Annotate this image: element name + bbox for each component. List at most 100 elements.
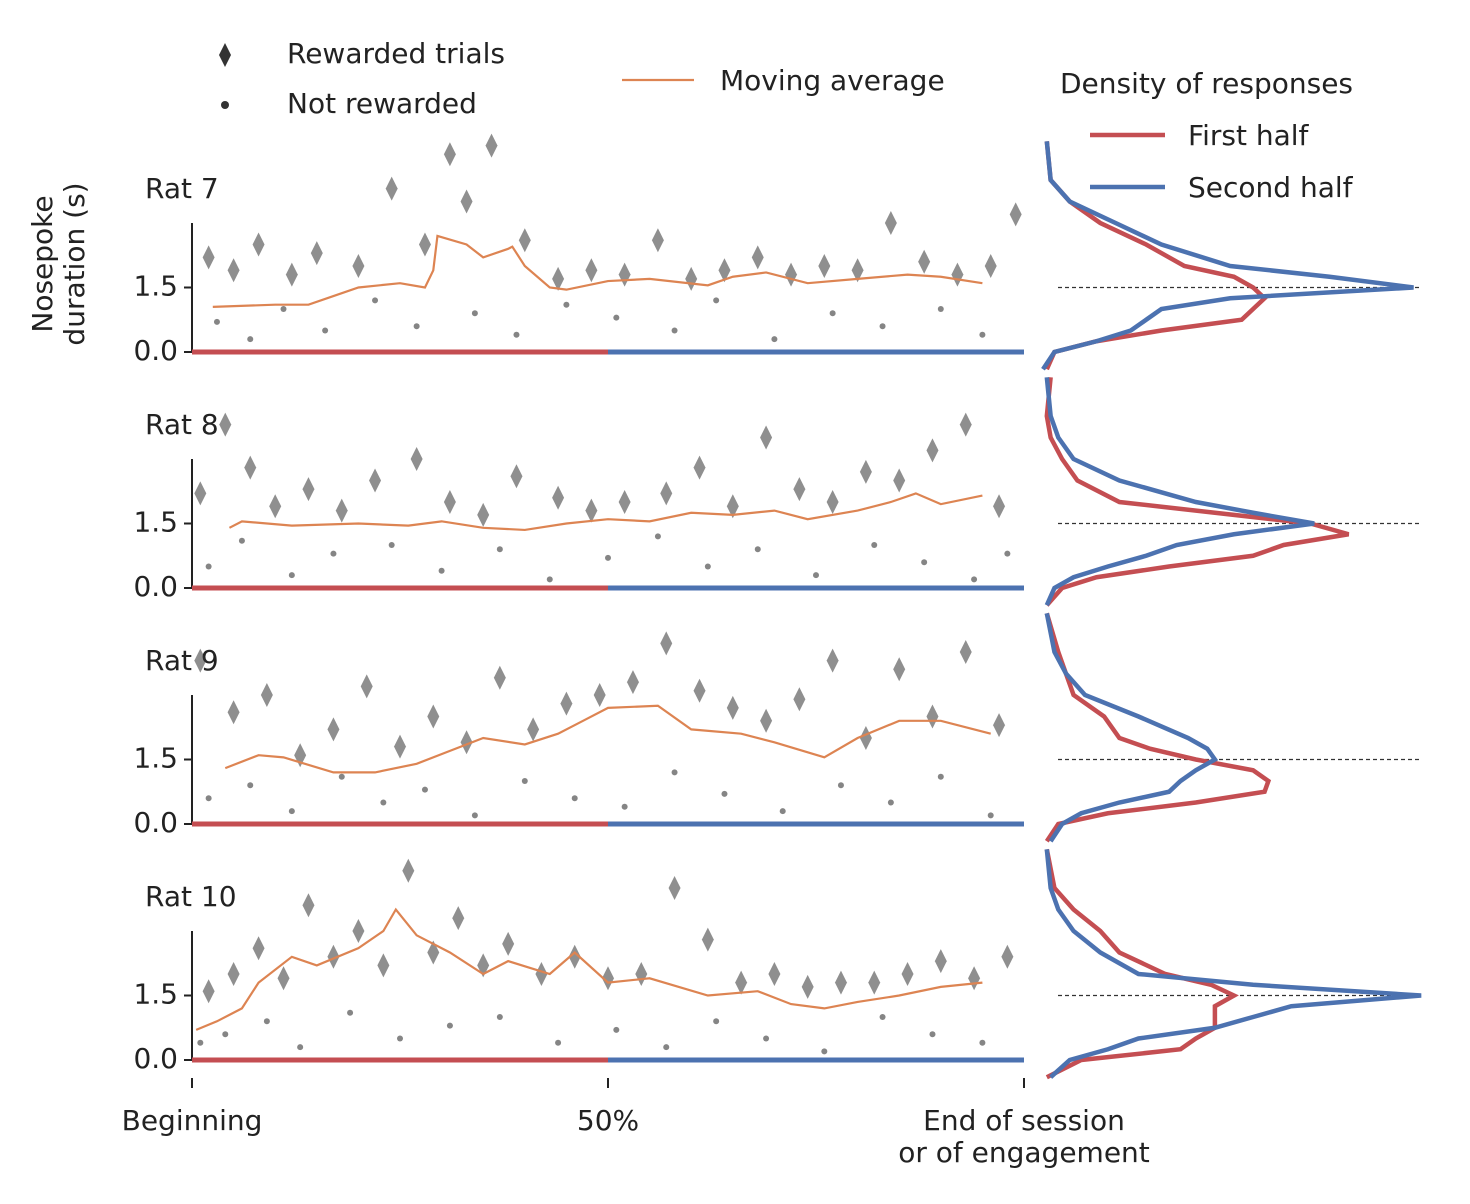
rewarded-trial xyxy=(934,949,947,974)
rewarded-trial xyxy=(427,704,440,729)
rewarded-trial xyxy=(327,944,340,969)
unrewarded-trial xyxy=(771,336,778,343)
rewarded-trial xyxy=(701,927,714,952)
unrewarded-trial xyxy=(763,1035,770,1042)
rewarded-trial xyxy=(660,481,673,506)
rewarded-trial xyxy=(194,648,207,673)
unrewarded-trial xyxy=(555,1039,562,1046)
rewarded-trial xyxy=(660,631,673,656)
rewarded-trial xyxy=(269,494,282,519)
legend-label: Not rewarded xyxy=(287,87,477,120)
unrewarded-trial xyxy=(887,799,894,806)
rewarded-trial xyxy=(527,717,540,742)
unrewarded-trial xyxy=(471,310,478,317)
unrewarded-trial xyxy=(247,336,254,343)
rewarded-trial xyxy=(793,687,806,712)
rewarded-trial xyxy=(951,262,964,287)
unrewarded-trial xyxy=(937,306,944,312)
rewarded-trial xyxy=(502,931,515,956)
rewarded-trial xyxy=(277,966,290,991)
rewarded-trial xyxy=(1009,202,1022,227)
density-curve xyxy=(1044,612,1219,843)
unrewarded-trial xyxy=(1004,550,1011,557)
rewarded-trial xyxy=(726,695,739,720)
density-curve xyxy=(1044,612,1272,843)
unrewarded-trial xyxy=(871,542,878,548)
rewarded-trial xyxy=(360,674,373,699)
unrewarded-trial xyxy=(397,1035,403,1042)
unrewarded-trial xyxy=(613,1026,620,1033)
unrewarded-trial xyxy=(987,812,994,819)
rewarded-trial xyxy=(443,142,456,167)
moving-average xyxy=(195,907,983,1031)
unrewarded-trial xyxy=(297,1044,304,1051)
rewarded-trial xyxy=(252,232,265,257)
y-tick-label: 1.5 xyxy=(133,742,178,775)
rewarded-trial xyxy=(219,412,232,437)
rewarded-trial xyxy=(735,970,748,995)
rewarded-trial xyxy=(352,919,365,943)
unrewarded-trial xyxy=(446,1022,453,1029)
rewarded-trial xyxy=(959,412,972,437)
unrewarded-trial xyxy=(388,542,395,548)
unrewarded-trial xyxy=(338,773,345,780)
legend-label: Rewarded trials xyxy=(287,37,505,70)
panel-title: Rat 8 xyxy=(145,408,219,441)
unrewarded-trial xyxy=(671,769,678,776)
rewarded-trial xyxy=(227,258,240,283)
y-tick-label: 0.0 xyxy=(133,570,178,603)
unrewarded-trial xyxy=(621,803,628,810)
unrewarded-trial xyxy=(222,1031,229,1038)
density-curve xyxy=(1044,848,1239,1080)
unrewarded-trial xyxy=(247,782,254,789)
y-tick-label: 1.5 xyxy=(133,978,178,1011)
unrewarded-trial xyxy=(663,1044,670,1051)
y-tick-label: 0.0 xyxy=(133,1042,178,1075)
rewarded-trial xyxy=(335,498,348,523)
density-curve xyxy=(1044,849,1422,1079)
y-tick-label: 0.0 xyxy=(133,806,178,839)
unrewarded-trial xyxy=(205,795,212,802)
rewarded-trial xyxy=(618,490,631,514)
unrewarded-trial xyxy=(979,1039,986,1046)
rewarded-trial xyxy=(918,249,931,274)
rewarded-trial xyxy=(327,717,340,742)
rewarded-trial xyxy=(826,490,839,514)
x-tick-label: End of session or of engagement xyxy=(898,1104,1150,1169)
density-curve xyxy=(1044,377,1315,607)
rewarded-trial xyxy=(768,962,781,986)
rewarded-trial xyxy=(535,962,548,986)
y-tick-label: 1.5 xyxy=(133,270,178,303)
unrewarded-trial xyxy=(496,546,503,553)
panel-title: Rat 9 xyxy=(145,644,219,677)
density-curve xyxy=(1041,141,1414,371)
legend-marker xyxy=(219,43,231,67)
rewarded-trial xyxy=(244,455,257,480)
rewarded-trial xyxy=(884,211,897,235)
unrewarded-trial xyxy=(546,576,553,583)
unrewarded-trial xyxy=(288,572,295,579)
unrewarded-trial xyxy=(521,778,528,784)
unrewarded-trial xyxy=(979,331,986,338)
rewarded-trial xyxy=(260,683,273,707)
rewarded-trial xyxy=(893,657,906,682)
unrewarded-trial xyxy=(605,554,611,561)
rewarded-trial xyxy=(202,245,215,270)
rewarded-trial xyxy=(851,258,864,283)
unrewarded-trial xyxy=(713,297,720,304)
rewarded-trial xyxy=(959,640,972,664)
rewarded-trial xyxy=(585,258,598,283)
rewarded-trial xyxy=(493,665,506,690)
rewarded-trial xyxy=(818,254,831,278)
rewarded-trial xyxy=(460,730,473,755)
unrewarded-trial xyxy=(921,559,928,566)
x-tick-label: Beginning xyxy=(122,1104,263,1137)
rewarded-trial xyxy=(984,254,997,278)
rewarded-trial xyxy=(194,481,207,506)
unrewarded-trial xyxy=(837,782,844,789)
rewarded-trial xyxy=(868,970,881,995)
unrewarded-trial xyxy=(372,297,379,304)
x-tick-label: 50% xyxy=(577,1104,639,1137)
